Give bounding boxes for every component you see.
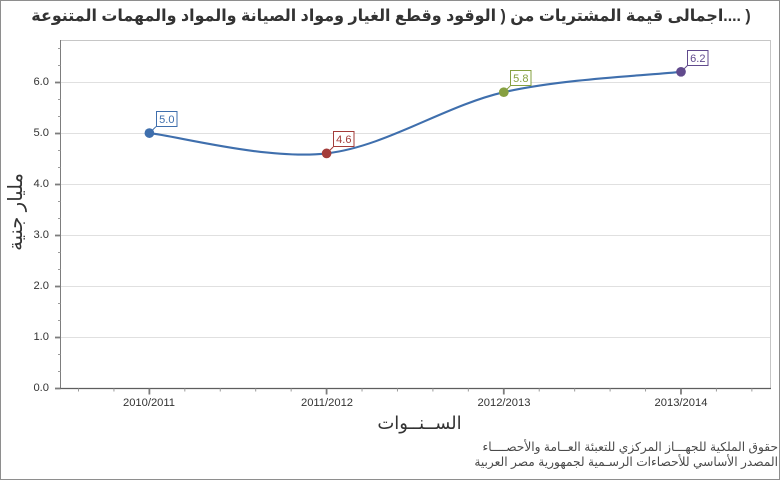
svg-text:4.6: 4.6 <box>336 134 351 146</box>
svg-text:5.0: 5.0 <box>159 114 174 126</box>
svg-text:5.8: 5.8 <box>513 73 528 85</box>
svg-text:6.2: 6.2 <box>690 53 705 65</box>
